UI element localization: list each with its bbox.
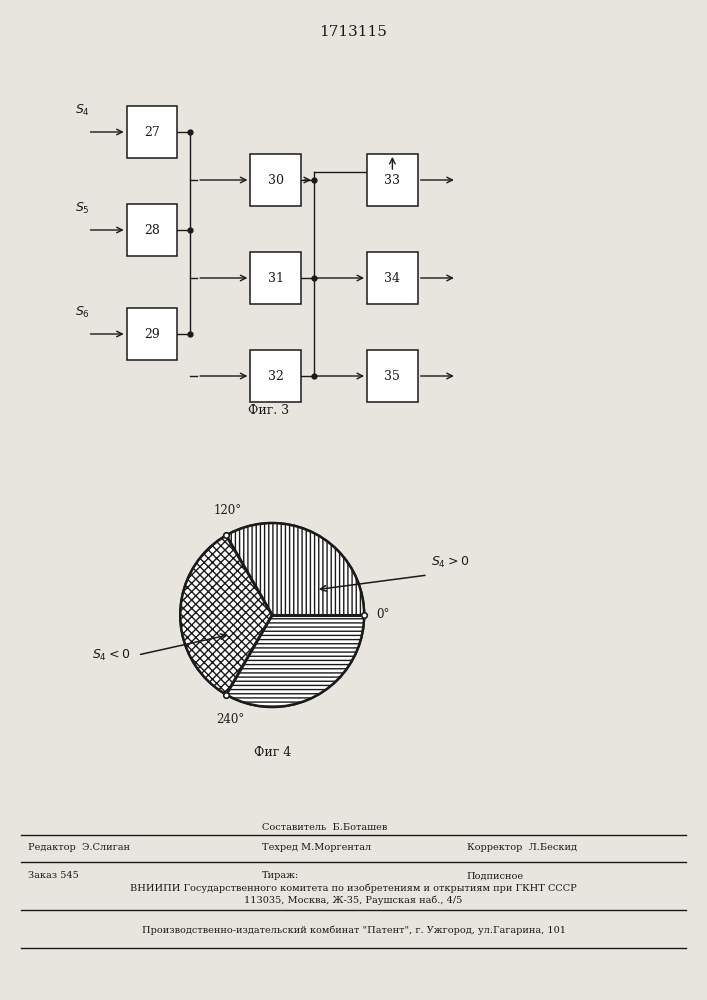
- Bar: [250, 154, 301, 206]
- Text: 113035, Москва, Ж-35, Раушская наб., 4/5: 113035, Москва, Ж-35, Раушская наб., 4/5: [245, 895, 462, 905]
- Text: $S_4>0$: $S_4>0$: [431, 555, 469, 570]
- Text: 27: 27: [144, 125, 160, 138]
- Bar: [250, 252, 301, 304]
- Text: 1713115: 1713115: [320, 25, 387, 39]
- Text: Тираж:: Тираж:: [262, 871, 299, 880]
- Text: $S_6$: $S_6$: [74, 305, 90, 320]
- Text: Фиг. 3: Фиг. 3: [248, 403, 289, 416]
- Text: 32: 32: [268, 369, 284, 382]
- Bar: [127, 106, 177, 158]
- Text: Корректор  Л.Бескид: Корректор Л.Бескид: [467, 844, 577, 852]
- Polygon shape: [226, 615, 364, 707]
- Text: 33: 33: [385, 174, 400, 186]
- Text: Составитель  Б.Боташев: Составитель Б.Боташев: [262, 822, 387, 832]
- Text: Заказ 545: Заказ 545: [28, 871, 79, 880]
- Bar: [127, 308, 177, 360]
- Text: $S_4<0$: $S_4<0$: [93, 647, 131, 663]
- Text: $S_5$: $S_5$: [75, 201, 89, 216]
- Text: Производственно-издательский комбинат "Патент", г. Ужгород, ул.Гагарина, 101: Производственно-издательский комбинат "П…: [141, 925, 566, 935]
- Bar: [127, 204, 177, 256]
- Bar: [367, 252, 418, 304]
- Text: 34: 34: [385, 271, 400, 284]
- Text: 31: 31: [268, 271, 284, 284]
- Text: 29: 29: [144, 328, 160, 340]
- Text: ВНИИПИ Государственного комитета по изобретениям и открытиям при ГКНТ СССР: ВНИИПИ Государственного комитета по изоб…: [130, 883, 577, 893]
- Polygon shape: [180, 535, 272, 695]
- Text: Редактор  Э.Слиган: Редактор Э.Слиган: [28, 844, 130, 852]
- Bar: [367, 154, 418, 206]
- Text: Техред М.Моргентал: Техред М.Моргентал: [262, 844, 370, 852]
- Ellipse shape: [180, 523, 364, 707]
- Bar: [367, 350, 418, 402]
- Bar: [250, 350, 301, 402]
- Text: 240°: 240°: [216, 713, 245, 726]
- Text: 28: 28: [144, 224, 160, 236]
- Text: 35: 35: [385, 369, 400, 382]
- Text: 30: 30: [268, 174, 284, 186]
- Text: Фиг 4: Фиг 4: [254, 746, 291, 760]
- Text: $S_4$: $S_4$: [74, 103, 90, 118]
- Polygon shape: [226, 523, 364, 615]
- Text: 0°: 0°: [376, 608, 390, 621]
- Text: Подписное: Подписное: [467, 871, 524, 880]
- Text: 120°: 120°: [214, 504, 242, 517]
